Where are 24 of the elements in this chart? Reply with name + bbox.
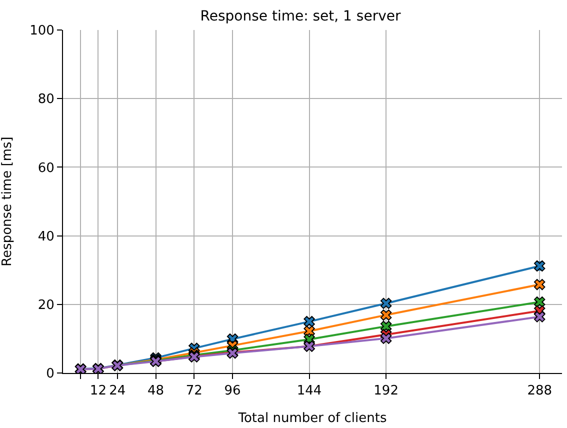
- chart-title: Response time: set, 1 server: [200, 8, 401, 24]
- y-tick-label: 0: [46, 366, 54, 382]
- y-tick-label: 40: [38, 229, 54, 244]
- x-tick-label: 96: [224, 384, 241, 399]
- x-tick-label: 12: [90, 384, 106, 399]
- point: [534, 278, 546, 290]
- point: [534, 311, 546, 322]
- point: [380, 298, 392, 309]
- point: [380, 309, 392, 321]
- x-axis-title: Total number of clients: [237, 411, 387, 426]
- x-tick-label: 24: [109, 384, 126, 399]
- y-axis-title: Response time [ms]: [0, 136, 15, 266]
- x-tick-label: 192: [374, 384, 398, 399]
- x-tick-label: 288: [527, 384, 552, 399]
- x-tick-label: 48: [147, 384, 164, 399]
- x-tick-label: 72: [186, 384, 202, 399]
- point: [534, 296, 546, 308]
- y-tick-label: 100: [30, 24, 54, 39]
- x-tick-label: 144: [296, 384, 322, 399]
- y-tick-label: 20: [38, 298, 54, 313]
- point: [380, 332, 392, 344]
- y-tick-label: 80: [38, 92, 54, 108]
- point: [304, 316, 315, 328]
- y-tick-label: 60: [38, 160, 54, 176]
